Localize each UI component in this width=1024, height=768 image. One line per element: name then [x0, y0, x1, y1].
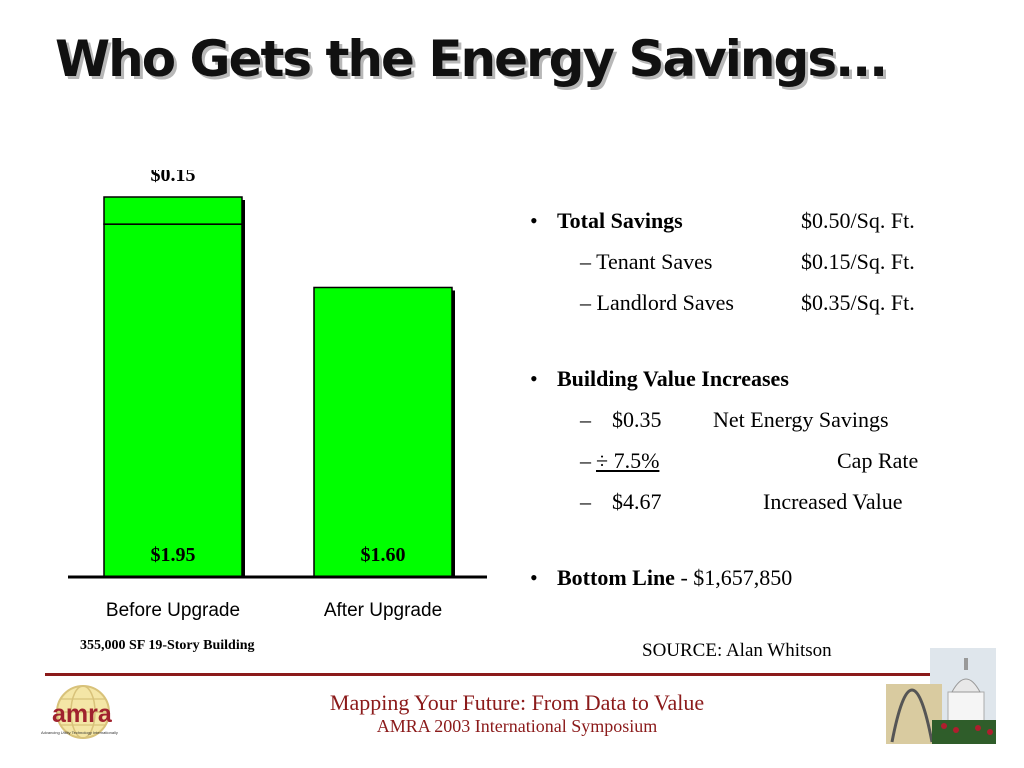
increase-desc: Increased Value — [763, 489, 903, 514]
sub-bullet-cap-rate: – ÷ 7.5% Cap Rate — [530, 440, 980, 481]
logo-tagline: Advancing Utility Technology Internation… — [41, 730, 118, 735]
bottom-line-label: Bottom Line — [557, 565, 675, 590]
category-label: After Upgrade — [324, 600, 442, 621]
cap-dash: – — [580, 448, 591, 473]
logo-wordmark: amra — [52, 700, 113, 728]
total-savings-value: $0.50/Sq. Ft. — [801, 208, 915, 233]
source-credit: SOURCE: Alan Whitson — [642, 640, 832, 661]
amra-logo: amra Advancing Utility Technology Intern… — [41, 685, 118, 739]
landlord-value: $0.35/Sq. Ft. — [801, 290, 915, 315]
category-label: Before Upgrade — [106, 600, 240, 621]
increase-dash: – — [580, 489, 591, 514]
footer-divider — [45, 673, 930, 676]
sub-bullet-increased-value: – $4.67 Increased Value — [530, 481, 980, 522]
bullet-dot: • — [530, 565, 538, 590]
bullet-building-value: • Building Value Increases — [530, 358, 980, 399]
cap-desc: Cap Rate — [837, 448, 919, 473]
building-value-label: Building Value Increases — [557, 366, 789, 391]
bullet-list: • Total Savings $0.50/Sq. Ft. – Tenant S… — [530, 200, 980, 598]
st-louis-photo — [886, 648, 996, 744]
bar-before-upgrade-segment-1 — [103, 223, 243, 578]
footer-subtitle: AMRA 2003 International Symposium — [376, 716, 658, 736]
sub-bullet-net-savings: – $0.35 Net Energy Savings — [530, 399, 980, 440]
tenant-value: $0.15/Sq. Ft. — [801, 249, 915, 274]
bottom-line-value: - $1,657,850 — [674, 565, 793, 590]
arch-icon — [890, 688, 934, 743]
footer-title: Mapping Your Future: From Data to Value — [329, 690, 705, 715]
bar-after-upgrade-segment-1 — [313, 286, 453, 578]
bullet-total-savings: • Total Savings $0.50/Sq. Ft. — [530, 200, 980, 241]
bar-value-label: $1.95 — [151, 544, 196, 566]
landlord-label: – Landlord Saves — [580, 290, 734, 315]
bar-value-label: $0.15 — [151, 170, 196, 186]
cap-amount: ÷ 7.5% — [596, 448, 660, 473]
total-savings-label: Total Savings — [557, 208, 683, 233]
tenant-label: – Tenant Saves — [580, 249, 713, 274]
net-desc: Net Energy Savings — [713, 407, 889, 432]
increase-amount: $4.67 — [612, 489, 662, 514]
bullet-bottom-line: • Bottom Line - $1,657,850 — [530, 557, 980, 598]
bottom-line-text: Bottom Line - $1,657,850 — [557, 557, 792, 598]
slide-title: Who Gets the Energy Savings... — [55, 30, 888, 88]
sub-bullet-landlord: – Landlord Saves $0.35/Sq. Ft. — [530, 282, 980, 323]
sub-bullet-tenant: – Tenant Saves $0.15/Sq. Ft. — [530, 241, 980, 282]
building-note: 355,000 SF 19-Story Building — [80, 638, 255, 653]
bar-chart: $1.95 $0.15 Before Upgrade $1.60 After Upgra… — [68, 170, 487, 621]
bullet-dot: • — [530, 208, 538, 233]
bar-value-label: $1.60 — [361, 544, 406, 566]
net-dash: – — [580, 407, 591, 432]
capitol-icon — [947, 691, 985, 723]
bar-before-upgrade-segment-2 — [103, 196, 243, 225]
net-amount: $0.35 — [612, 407, 662, 432]
bullet-dot: • — [530, 366, 538, 391]
